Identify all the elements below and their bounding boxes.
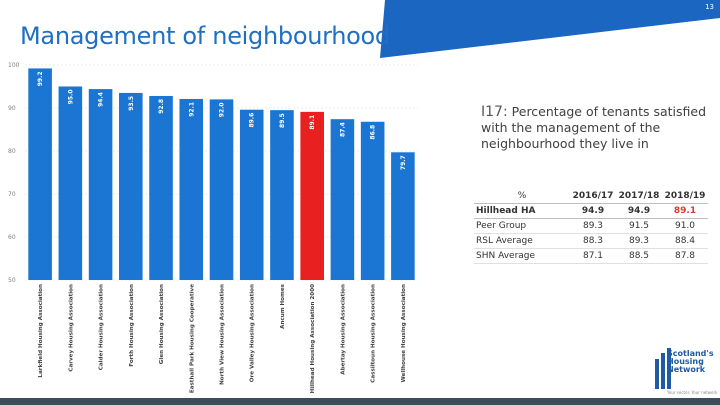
question-id: I17: [481,104,508,120]
bar-value-label: 92.0 [219,102,226,117]
category-label: Glen Housing Association [159,284,165,364]
y-tick-label: 50 [8,277,16,284]
question-text-block: I17: Percentage of tenants satisfied wit… [481,104,706,152]
table-cell: 91.5 [616,218,662,234]
logo-line: Network [667,365,706,374]
y-tick-label: 60 [8,234,16,241]
network-logo-icon [655,348,671,389]
table-cell: 94.9 [616,203,662,219]
table-cell: 89.3 [570,218,616,234]
category-label: Hillhead Housing Association 2000 [310,284,316,394]
bar [360,121,385,280]
banner-shape [380,0,720,58]
bar-value-label: 89.6 [249,113,256,128]
year-header: 2018/19 [662,189,708,204]
y-tick-label: 80 [8,148,16,155]
bar [119,92,143,280]
footer-bar [0,398,720,405]
category-label: Ancum Homes [280,283,286,329]
table-cell-highlight: 89.1 [662,203,708,219]
table-cell: 88.4 [662,233,708,249]
logo-wordmark: Scotland's Housing Network [667,350,714,374]
category-label: Wellhouse Housing Association [401,284,407,382]
logo-tagline: Your sector. Your network [667,390,718,395]
bar [270,110,294,281]
row-label: Hillhead HA [474,203,570,219]
bar-value-label: 99.2 [37,71,44,86]
bar-value-label: 79.7 [400,155,407,170]
category-label: Calder Housing Association [99,284,105,370]
bar [88,89,113,280]
bar-value-label: 92.8 [158,99,165,114]
bar-value-label: 93.5 [128,96,135,111]
question-text: Percentage of tenants satisfied with the… [481,104,707,151]
bar-value-label: 87.4 [339,122,346,137]
unit-header: % [474,189,570,204]
bar [239,109,264,280]
category-label: Carvey Housing Association [68,284,74,372]
row-label: RSL Average [474,233,570,249]
row-label: SHN Average [474,248,570,264]
table-cell: 88.5 [616,248,662,264]
logo-line: Scotland's [667,349,714,358]
bar [179,98,204,280]
logo-line: Housing [667,357,704,366]
bar [391,152,415,280]
bar-value-label: 95.0 [67,90,74,105]
y-tick-label: 70 [8,191,16,198]
category-label: Larkfield Housing Association [38,284,44,378]
page-number: 13 [705,3,714,11]
category-label: Cassiltoun Housing Association [371,284,377,383]
table-cell: 88.3 [570,233,616,249]
bar-value-label: 92.1 [188,102,195,117]
bar-value-label: 94.4 [98,92,105,107]
year-header: 2017/18 [616,189,662,204]
table-cell: 89.3 [616,233,662,249]
bar-value-label: 89.5 [279,113,286,128]
category-label: Easthall Park Housing Cooperative [189,284,195,393]
comparison-table: % 2016/17 2017/18 2018/19 Hillhead HA 94… [474,189,708,264]
page-title: Management of neighbourhood [20,22,390,50]
bar [209,99,234,281]
category-label: Abertay Housing Association [340,284,346,375]
bar [28,68,52,280]
table-cell: 91.0 [662,218,708,234]
y-tick-label: 100 [8,62,20,69]
bar-value-label: 89.1 [309,115,316,130]
bar [300,111,324,280]
table-row: SHN Average 87.1 88.5 87.8 [474,248,708,264]
row-label: Peer Group [474,218,570,234]
category-label: North View Housing Association [220,284,226,385]
table-header-row: % 2016/17 2017/18 2018/19 [474,189,708,204]
table-row: Peer Group 89.3 91.5 91.0 [474,218,708,234]
year-header: 2016/17 [570,189,616,204]
y-tick-label: 90 [8,105,16,112]
table-cell: 87.1 [570,248,616,264]
table-row: Hillhead HA 94.9 94.9 89.1 [474,203,708,219]
category-label: Forth Housing Association [129,284,135,367]
table-cell: 94.9 [570,203,616,219]
bar [58,86,83,280]
header-banner [0,0,720,60]
bar-value-label: 86.8 [370,125,377,140]
bar [149,95,173,281]
table-row: RSL Average 88.3 89.3 88.4 [474,233,708,249]
table-cell: 87.8 [662,248,708,264]
bar [330,119,355,281]
bar-chart: 100 90 80 70 60 50 99.2 Larkfield Housing Assoc… [8,62,418,394]
category-label: Ore Valley Housing Association [250,284,256,382]
